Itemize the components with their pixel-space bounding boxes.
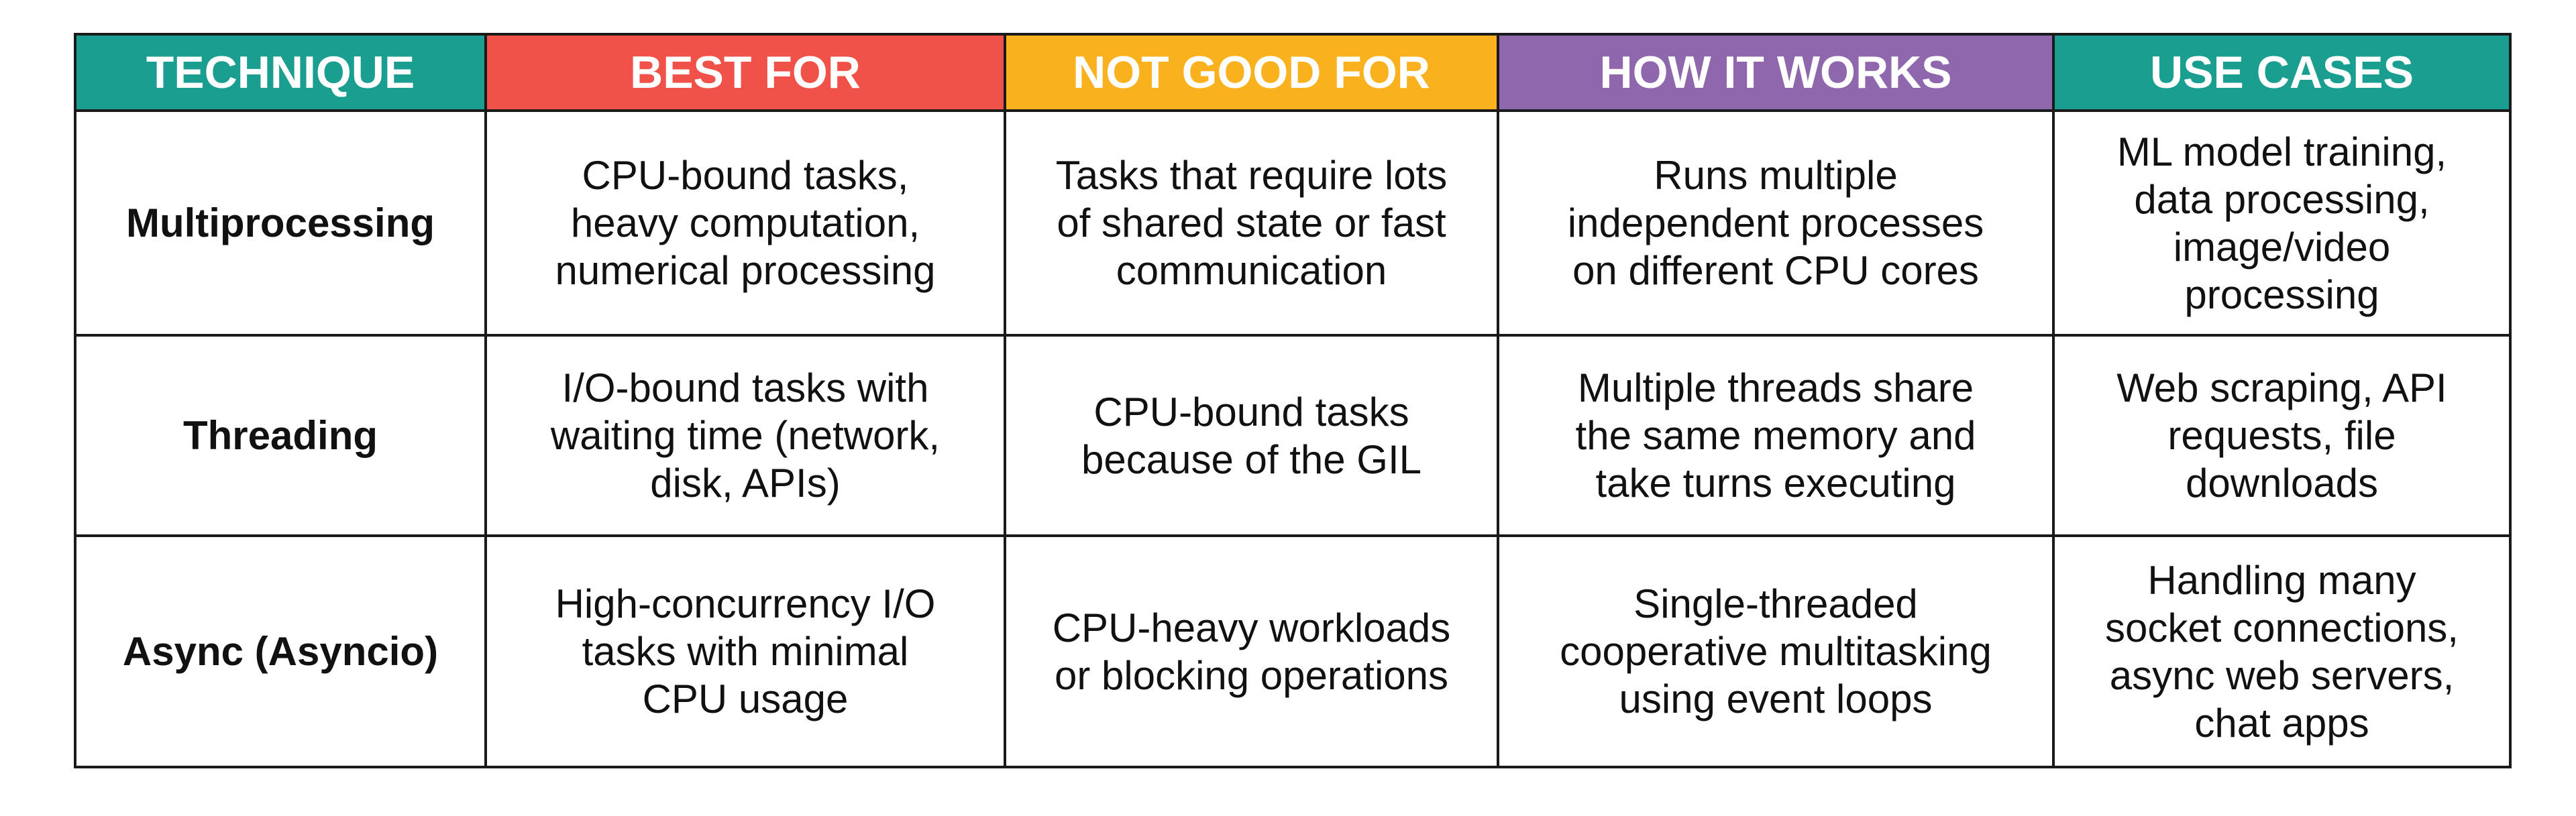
cell-line: the same memory and xyxy=(1575,413,1976,458)
cell-line: High-concurrency I/O xyxy=(555,581,936,626)
cell-line: of shared state or fast xyxy=(1057,200,1446,245)
technique-cell: Async (Asyncio) xyxy=(74,534,487,768)
table-cell: Multiple threads share the same memory an… xyxy=(1497,334,2055,537)
cell-line: heavy computation, xyxy=(570,200,920,245)
cell-line: data processing, xyxy=(2134,176,2430,222)
table-cell: Web scraping, API requests, file downloads xyxy=(2052,334,2512,537)
cell-line: on different CPU cores xyxy=(1572,248,1979,293)
cell-line: numerical processing xyxy=(555,248,936,293)
header-cell: HOW IT WORKS xyxy=(1497,33,2055,112)
table-cell: CPU-bound tasks because of the GIL xyxy=(1004,334,1499,537)
cell-line: processing xyxy=(2184,272,2379,317)
cell-line: async web servers, xyxy=(2109,652,2455,698)
table-cell: CPU-bound tasks, heavy computation, numeri… xyxy=(484,109,1006,337)
table-cell: Runs multiple independent processes on dif… xyxy=(1497,109,2055,337)
table-cell: ML model training, data processing, image/… xyxy=(2052,109,2512,337)
table-row: Multiprocessing CPU-bound tasks, heavy com… xyxy=(74,109,2512,337)
cell-line: take turns executing xyxy=(1595,461,1956,506)
technique-cell: Threading xyxy=(74,334,487,537)
cell-line: CPU-heavy workloads xyxy=(1052,605,1451,650)
cell-line: Single-threaded xyxy=(1633,581,1918,626)
comparison-table: TECHNIQUE BEST FOR NOT GOOD FOR HOW IT WORK… xyxy=(74,33,2512,768)
cell-line: tasks with minimal xyxy=(582,629,909,674)
table-cell: High-concurrency I/O tasks with minimal CP… xyxy=(484,534,1006,768)
table-cell: CPU-heavy workloads or blocking operation… xyxy=(1004,534,1499,768)
header-row: TECHNIQUE BEST FOR NOT GOOD FOR HOW IT WORK… xyxy=(74,33,2512,112)
cell-line: communication xyxy=(1116,248,1387,293)
cell-line: waiting time (network, xyxy=(550,413,941,458)
technique-cell: Multiprocessing xyxy=(74,109,487,337)
cell-line: Web scraping, API xyxy=(2116,365,2447,410)
header-cell: BEST FOR xyxy=(484,33,1006,112)
table-cell: I/O-bound tasks with waiting time (networ… xyxy=(484,334,1006,537)
table-row: Async (Asyncio) High-concurrency I/O tasks… xyxy=(74,534,2512,768)
cell-line: CPU-bound tasks xyxy=(1093,389,1409,434)
cell-line: downloads xyxy=(2186,461,2378,506)
header-cell: USE CASES xyxy=(2052,33,2512,112)
table-cell: Single-threaded cooperative multitasking u… xyxy=(1497,534,2055,768)
cell-line: disk, APIs) xyxy=(650,461,841,506)
table-row: Threading I/O-bound tasks with waiting tim… xyxy=(74,334,2512,537)
table-body: Multiprocessing CPU-bound tasks, heavy com… xyxy=(74,109,2512,768)
header-cell: TECHNIQUE xyxy=(74,33,487,112)
cell-line: Handling many xyxy=(2147,557,2416,603)
cell-line: cooperative multitasking xyxy=(1560,629,1992,674)
table-cell: Tasks that require lots of shared state o… xyxy=(1004,109,1499,337)
cell-line: ML model training, xyxy=(2116,129,2447,174)
cell-line: I/O-bound tasks with xyxy=(561,365,929,410)
cell-line: Runs multiple xyxy=(1654,153,1898,198)
cell-line: socket connections, xyxy=(2105,605,2459,650)
cell-line: Tasks that require lots xyxy=(1055,153,1448,198)
cell-line: independent processes xyxy=(1567,200,1984,245)
table-cell: Handling many socket connections, async we… xyxy=(2052,534,2512,768)
cell-line: Multiple threads share xyxy=(1577,365,1974,410)
cell-line: chat apps xyxy=(2194,700,2369,746)
cell-line: CPU-bound tasks, xyxy=(582,153,909,198)
cell-line: image/video xyxy=(2173,224,2391,270)
cell-line: requests, file xyxy=(2167,413,2396,458)
cell-line: because of the GIL xyxy=(1081,436,1421,482)
cell-line: CPU usage xyxy=(642,677,849,721)
cell-line: or blocking operations xyxy=(1054,652,1449,698)
cell-line: using event loops xyxy=(1619,677,1933,721)
header-cell: NOT GOOD FOR xyxy=(1004,33,1499,112)
